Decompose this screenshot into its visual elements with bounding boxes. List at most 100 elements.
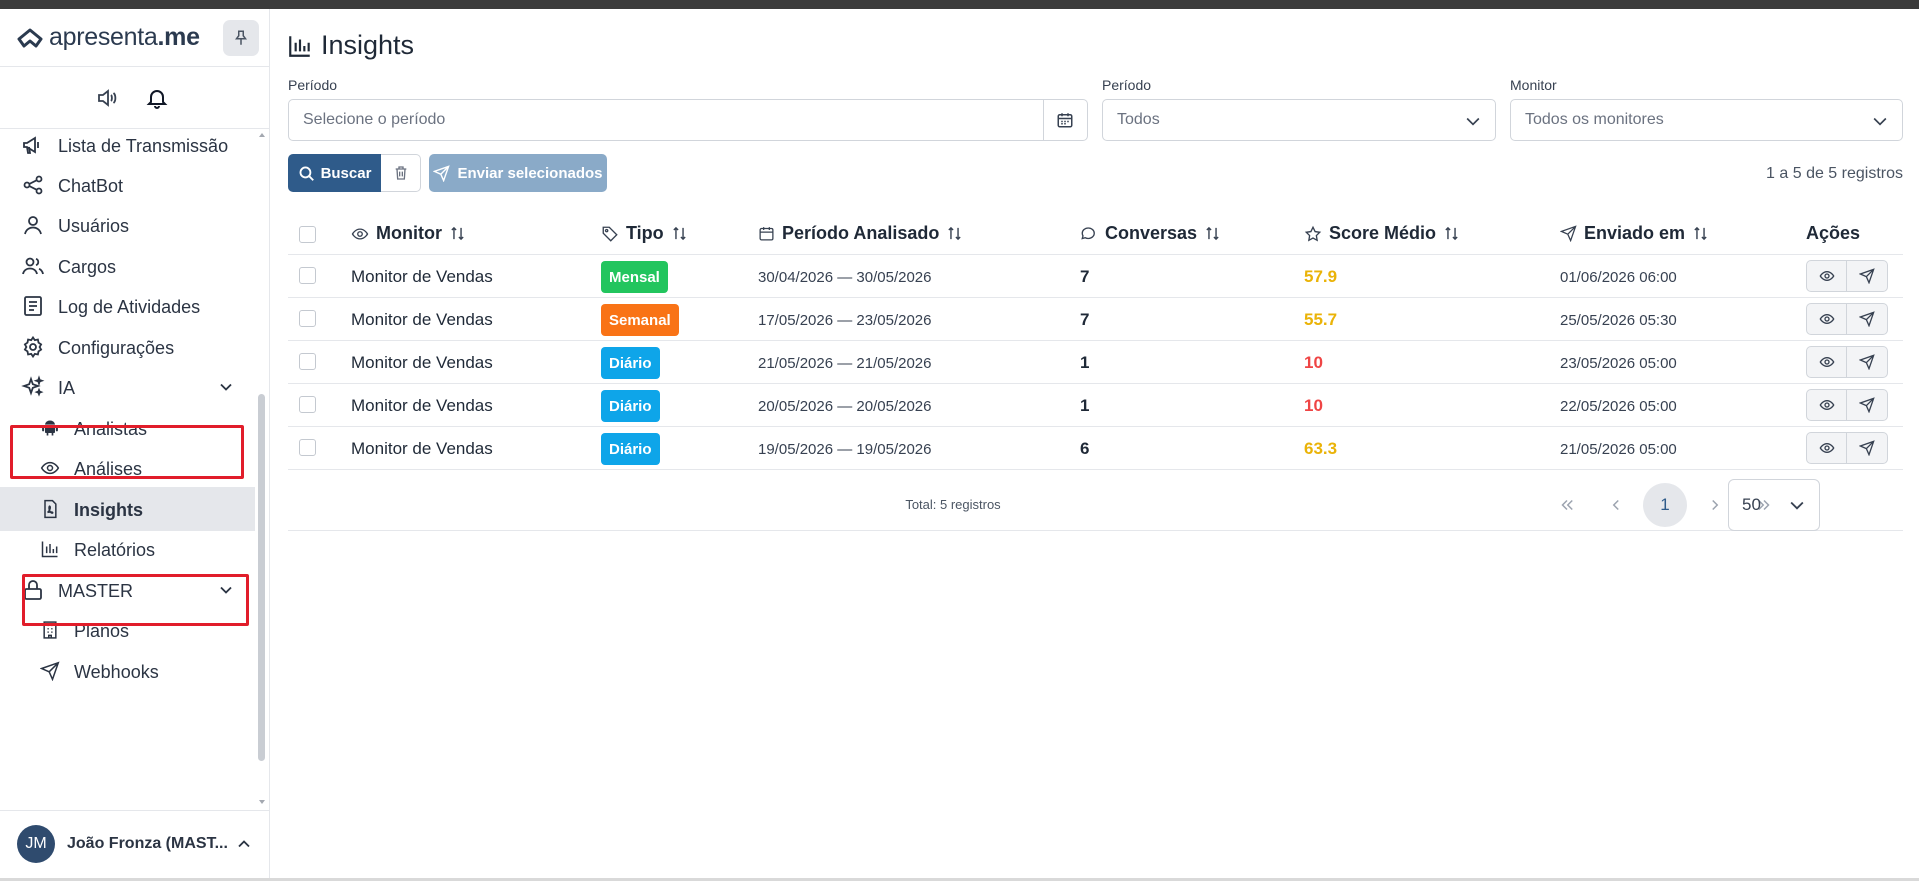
highlight-box-insights bbox=[22, 574, 249, 626]
view-button[interactable] bbox=[1806, 303, 1847, 335]
type-badge: Mensal bbox=[601, 261, 668, 293]
column-header-periodo-analisado[interactable]: Período Analisado bbox=[758, 223, 963, 244]
chevron-up-icon bbox=[238, 840, 250, 848]
sidebar-item-planos[interactable]: Planos bbox=[0, 608, 255, 652]
calendar-icon bbox=[759, 227, 774, 241]
cell-conversas: 6 bbox=[1080, 439, 1090, 458]
highlight-box-ia bbox=[10, 425, 244, 479]
view-button[interactable] bbox=[1806, 346, 1847, 378]
monitor-select[interactable]: Todos os monitores bbox=[1510, 99, 1903, 141]
sidebar-item-usuarios[interactable]: Usuários bbox=[0, 203, 255, 247]
sort-icon bbox=[673, 226, 686, 241]
row-checkbox[interactable] bbox=[299, 439, 316, 456]
sort-icon bbox=[451, 226, 464, 241]
sidebar-item-insights[interactable]: Insights bbox=[0, 487, 255, 531]
row-checkbox[interactable] bbox=[299, 353, 316, 370]
send-button[interactable] bbox=[1847, 389, 1888, 421]
sparkles-icon bbox=[21, 375, 45, 397]
sidebar-item-master[interactable]: MASTER bbox=[0, 568, 255, 612]
chevron-down-icon bbox=[1790, 501, 1804, 510]
sidebar-item-chatbot[interactable]: ChatBot bbox=[0, 163, 255, 207]
next-page-button[interactable] bbox=[1693, 483, 1737, 527]
current-page-button[interactable]: 1 bbox=[1643, 483, 1687, 527]
period-type-select[interactable]: Todos bbox=[1102, 99, 1496, 141]
eye-icon bbox=[40, 461, 60, 475]
cell-enviado: 22/05/2026 05:00 bbox=[1560, 398, 1677, 415]
cell-enviado: 25/05/2026 05:30 bbox=[1560, 312, 1677, 329]
sidebar-item-webhooks[interactable]: Webhooks bbox=[0, 649, 255, 693]
eye-icon bbox=[351, 227, 369, 240]
column-header-monitor[interactable]: Monitor bbox=[351, 223, 466, 244]
sidebar-item-ia[interactable]: IA bbox=[0, 365, 255, 409]
cell-periodo: 30/04/2026 — 30/05/2026 bbox=[758, 269, 932, 286]
speaker-icon[interactable] bbox=[95, 86, 119, 110]
type-badge: Diário bbox=[601, 433, 660, 465]
sidebar-item-log-de-atividades[interactable]: Log de Atividades bbox=[0, 284, 255, 328]
select-all-checkbox[interactable] bbox=[299, 226, 316, 243]
send-icon bbox=[1859, 397, 1875, 413]
send-button[interactable] bbox=[1847, 346, 1888, 378]
column-header-conversas[interactable]: Conversas bbox=[1080, 223, 1221, 244]
sidebar-item-lista-de-transmissao[interactable]: Lista de Transmissão bbox=[0, 129, 255, 167]
send-button[interactable] bbox=[1847, 303, 1888, 335]
scroll-up-arrow-icon[interactable] bbox=[258, 131, 266, 139]
first-page-button[interactable] bbox=[1545, 483, 1589, 527]
chevron-right-icon bbox=[1712, 499, 1719, 511]
column-header-tipo[interactable]: Tipo bbox=[601, 223, 688, 244]
send-button[interactable] bbox=[1847, 260, 1888, 292]
column-header-score-medio[interactable]: Score Médio bbox=[1304, 223, 1460, 244]
previous-page-button[interactable] bbox=[1594, 483, 1638, 527]
cell-monitor: Monitor de Vendas bbox=[351, 310, 493, 329]
sidebar-item-relatorios[interactable]: Relatórios bbox=[0, 527, 255, 571]
cell-score: 10 bbox=[1304, 396, 1323, 415]
sidebar-nav: Lista de Transmissão ChatBot Usuários Ca… bbox=[0, 129, 270, 810]
table-row: Monitor de Vendas Diário 20/05/2026 — 20… bbox=[288, 384, 1903, 427]
user-profile-row[interactable]: JM João Fronza (MAST... bbox=[0, 810, 270, 878]
cell-score: 10 bbox=[1304, 353, 1323, 372]
logo-text: apresenta.me bbox=[49, 23, 200, 51]
avatar: JM bbox=[17, 825, 55, 863]
chevron-left-icon bbox=[1612, 499, 1619, 511]
log-book-icon bbox=[24, 296, 42, 316]
search-button[interactable]: Buscar bbox=[288, 154, 381, 192]
send-button[interactable] bbox=[1847, 432, 1888, 464]
view-button[interactable] bbox=[1806, 260, 1847, 292]
sidebar-item-analises[interactable]: Análises bbox=[0, 446, 255, 490]
period-input[interactable]: Selecione o período bbox=[288, 99, 1044, 141]
bell-icon[interactable] bbox=[145, 86, 169, 110]
cell-score: 55.7 bbox=[1304, 310, 1338, 329]
send-icon bbox=[1859, 268, 1875, 284]
page-size-select[interactable]: 50 bbox=[1728, 479, 1820, 531]
table-row: Monitor de Vendas Diário 19/05/2026 — 19… bbox=[288, 427, 1903, 470]
trash-icon bbox=[395, 166, 406, 180]
sidebar-item-cargos[interactable]: Cargos bbox=[0, 244, 255, 288]
scroll-down-arrow-icon[interactable] bbox=[258, 798, 266, 806]
table-row: Monitor de Vendas Semanal 17/05/2026 — 2… bbox=[288, 298, 1903, 341]
last-page-button[interactable] bbox=[1742, 483, 1786, 527]
table-header: Monitor Tipo Período Analisado Conversas bbox=[288, 209, 1903, 255]
send-selected-button[interactable]: Enviar selecionados bbox=[429, 154, 607, 192]
app-logo[interactable]: apresenta.me bbox=[17, 23, 200, 52]
row-checkbox[interactable] bbox=[299, 267, 316, 284]
sidebar-item-analistas[interactable]: Analistas bbox=[0, 406, 255, 450]
view-button[interactable] bbox=[1806, 432, 1847, 464]
table-total: Total: 5 registros bbox=[905, 497, 1001, 512]
user-icon bbox=[24, 216, 42, 235]
eye-icon bbox=[1819, 356, 1834, 368]
eye-icon bbox=[1819, 313, 1834, 325]
insights-table: Monitor Tipo Período Analisado Conversas bbox=[288, 209, 1903, 531]
send-icon bbox=[1859, 354, 1875, 370]
cell-monitor: Monitor de Vendas bbox=[351, 353, 493, 372]
sidebar-scrollbar-thumb[interactable] bbox=[258, 394, 265, 761]
monitor-label: Monitor bbox=[1510, 77, 1557, 93]
sidebar-item-configuracoes[interactable]: Configurações bbox=[0, 325, 255, 369]
view-button[interactable] bbox=[1806, 389, 1847, 421]
pin-sidebar-button[interactable] bbox=[223, 20, 259, 56]
column-header-enviado-em[interactable]: Enviado em bbox=[1560, 223, 1709, 244]
calendar-button[interactable] bbox=[1043, 99, 1088, 141]
period-label: Período bbox=[288, 77, 338, 93]
pdf-file-icon bbox=[44, 499, 57, 519]
clear-filters-button[interactable] bbox=[381, 154, 421, 192]
row-checkbox[interactable] bbox=[299, 310, 316, 327]
row-checkbox[interactable] bbox=[299, 396, 316, 413]
